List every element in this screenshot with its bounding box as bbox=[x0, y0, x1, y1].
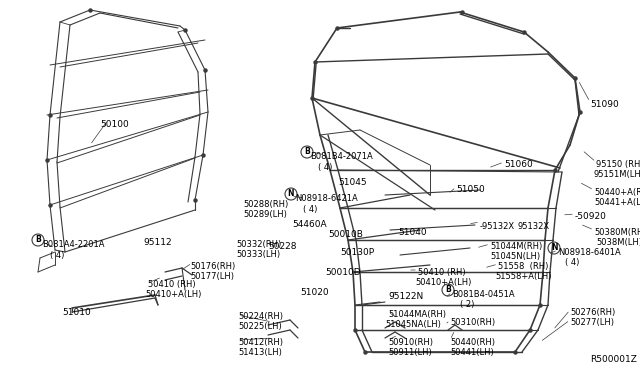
Text: 50441(LH): 50441(LH) bbox=[450, 348, 493, 357]
Text: 50177(LH): 50177(LH) bbox=[190, 272, 234, 281]
Text: 50440+A(RH): 50440+A(RH) bbox=[594, 188, 640, 197]
Text: B081B4-0451A: B081B4-0451A bbox=[452, 290, 515, 299]
Text: 50289(LH): 50289(LH) bbox=[243, 210, 287, 219]
Text: 51090: 51090 bbox=[590, 100, 619, 109]
Text: 50440(RH): 50440(RH) bbox=[450, 338, 495, 347]
Text: 50910(RH): 50910(RH) bbox=[388, 338, 433, 347]
Text: ( 4): ( 4) bbox=[50, 251, 65, 260]
Text: N08918-6421A: N08918-6421A bbox=[295, 194, 358, 203]
Text: 95112: 95112 bbox=[143, 238, 172, 247]
Text: B081A4-2201A: B081A4-2201A bbox=[42, 240, 104, 249]
Text: 5038M(LH): 5038M(LH) bbox=[596, 238, 640, 247]
Text: 51045N(LH): 51045N(LH) bbox=[490, 252, 540, 261]
Text: 50276(RH): 50276(RH) bbox=[570, 308, 615, 317]
Text: 51040: 51040 bbox=[398, 228, 427, 237]
Text: ( 4): ( 4) bbox=[303, 205, 317, 214]
Text: R500001Z: R500001Z bbox=[590, 355, 637, 364]
Text: 50228: 50228 bbox=[268, 242, 296, 251]
Text: 50410+A(LH): 50410+A(LH) bbox=[415, 278, 472, 287]
Text: 51010: 51010 bbox=[62, 308, 91, 317]
Text: 50333(LH): 50333(LH) bbox=[236, 250, 280, 259]
Text: 95122N: 95122N bbox=[388, 292, 423, 301]
Text: 50010D: 50010D bbox=[325, 268, 360, 277]
Text: 54460A: 54460A bbox=[292, 220, 326, 229]
Text: 50441+A(LH): 50441+A(LH) bbox=[594, 198, 640, 207]
Text: 51558+A(LH): 51558+A(LH) bbox=[495, 272, 552, 281]
Text: 50224(RH): 50224(RH) bbox=[238, 312, 283, 321]
Text: 51558  (RH): 51558 (RH) bbox=[498, 262, 548, 271]
Text: 50277(LH): 50277(LH) bbox=[570, 318, 614, 327]
Text: 51044M(RH): 51044M(RH) bbox=[490, 242, 542, 251]
Text: 51045: 51045 bbox=[338, 178, 367, 187]
Text: 50176(RH): 50176(RH) bbox=[190, 262, 236, 271]
Text: 50410 (RH): 50410 (RH) bbox=[148, 280, 196, 289]
Text: 50310(RH): 50310(RH) bbox=[450, 318, 495, 327]
Text: 95132X: 95132X bbox=[518, 222, 550, 231]
Text: B081B4-2071A: B081B4-2071A bbox=[310, 152, 372, 161]
Text: 50410+A(LH): 50410+A(LH) bbox=[145, 290, 202, 299]
Text: N08918-6401A: N08918-6401A bbox=[558, 248, 621, 257]
Text: -50920: -50920 bbox=[575, 212, 607, 221]
Text: ( 2): ( 2) bbox=[460, 300, 474, 309]
Text: 50010B: 50010B bbox=[328, 230, 363, 239]
Text: 50288(RH): 50288(RH) bbox=[243, 200, 288, 209]
Text: 50380M(RH): 50380M(RH) bbox=[594, 228, 640, 237]
Text: 50410 (RH): 50410 (RH) bbox=[418, 268, 466, 277]
Text: 51044MA(RH): 51044MA(RH) bbox=[388, 310, 446, 319]
Text: 51050: 51050 bbox=[456, 185, 484, 194]
Text: 50412(RH): 50412(RH) bbox=[238, 338, 283, 347]
Text: 51060: 51060 bbox=[504, 160, 532, 169]
Text: 50225(LH): 50225(LH) bbox=[238, 322, 282, 331]
Text: 95151M(LH): 95151M(LH) bbox=[594, 170, 640, 179]
Text: 50100: 50100 bbox=[100, 120, 129, 129]
Text: B: B bbox=[445, 285, 451, 295]
Text: B: B bbox=[35, 235, 41, 244]
Text: 50130P: 50130P bbox=[340, 248, 374, 257]
Text: N: N bbox=[551, 244, 557, 253]
Text: 95150 (RH): 95150 (RH) bbox=[596, 160, 640, 169]
Text: 50332(RH): 50332(RH) bbox=[236, 240, 281, 249]
Text: N: N bbox=[288, 189, 294, 199]
Text: 51020: 51020 bbox=[300, 288, 328, 297]
Text: 51413(LH): 51413(LH) bbox=[238, 348, 282, 357]
Text: 51045NA(LH): 51045NA(LH) bbox=[385, 320, 441, 329]
Text: ( 4): ( 4) bbox=[565, 258, 579, 267]
Text: ( 4): ( 4) bbox=[318, 163, 332, 172]
Text: B: B bbox=[304, 148, 310, 157]
Text: -95132X: -95132X bbox=[480, 222, 515, 231]
Text: 50911(LH): 50911(LH) bbox=[388, 348, 432, 357]
